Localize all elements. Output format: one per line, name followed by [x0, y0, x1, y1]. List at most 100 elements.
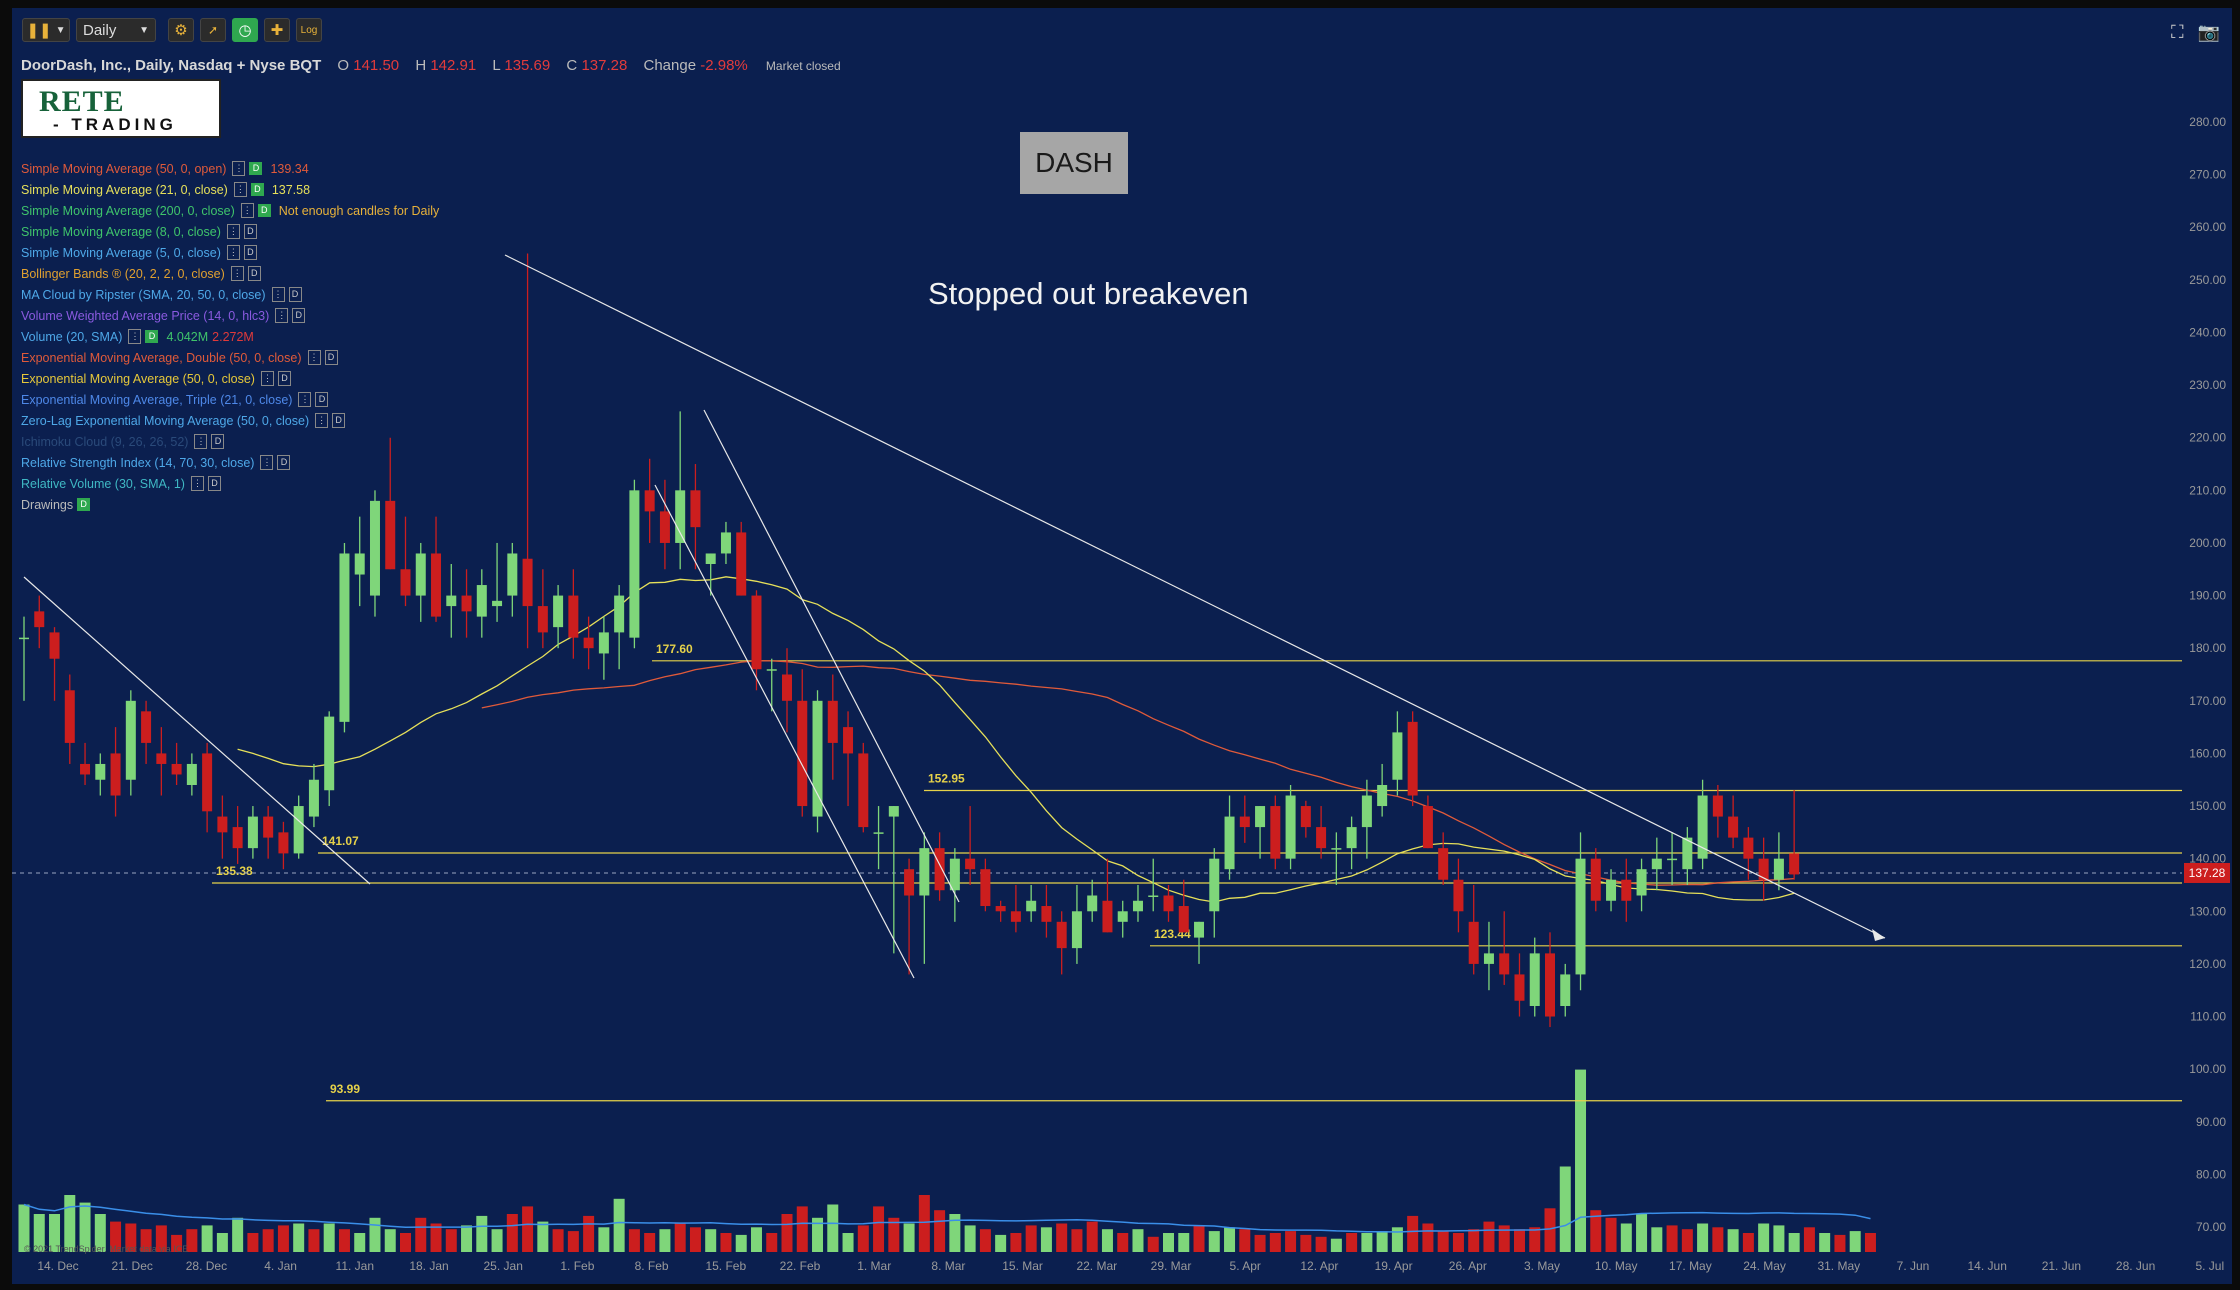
study-daily-badge[interactable]: D: [277, 371, 291, 386]
study-row[interactable]: Bollinger Bands ® (20, 2, 2, 0, close) ⋮ D: [21, 263, 439, 284]
volume-bar: [1407, 1215, 1419, 1252]
study-menu-icon[interactable]: ⋮: [260, 371, 274, 386]
y-tick-label: 160.00: [2189, 746, 2226, 760]
study-daily-badge[interactable]: D: [257, 204, 271, 217]
fullscreen-icon[interactable]: ⛶: [2170, 22, 2184, 42]
candle-body: [812, 700, 823, 817]
x-tick-label: 10. May: [1595, 1259, 1638, 1273]
log-scale-button[interactable]: Log: [296, 18, 322, 42]
volume-bar: [1163, 1233, 1174, 1252]
study-daily-badge[interactable]: D: [288, 287, 302, 302]
candle-body: [843, 727, 854, 754]
study-row[interactable]: Exponential Moving Average (50, 0, close…: [21, 368, 439, 389]
camera-icon[interactable]: 📷: [2197, 22, 2220, 42]
study-daily-badge[interactable]: D: [207, 476, 221, 491]
study-menu-icon[interactable]: ⋮: [226, 245, 240, 260]
study-row[interactable]: Simple Moving Average (50, 0, open) ⋮ D 139…: [21, 158, 439, 179]
study-menu-icon[interactable]: ⋮: [230, 266, 244, 281]
study-row[interactable]: Relative Volume (30, SMA, 1) ⋮ D: [21, 473, 439, 494]
study-daily-badge[interactable]: D: [250, 183, 264, 196]
study-value: 137.58: [271, 182, 311, 197]
study-row[interactable]: Zero-Lag Exponential Moving Average (50,…: [21, 410, 439, 431]
candle-body: [1545, 953, 1555, 1017]
study-row[interactable]: Simple Moving Average (21, 0, close) ⋮ D 13…: [21, 179, 439, 200]
study-daily-badge[interactable]: D: [249, 162, 263, 175]
candle-body: [1743, 837, 1754, 859]
candle-body: [797, 700, 808, 807]
study-row[interactable]: MA Cloud by Ripster (SMA, 20, 50, 0, clo…: [21, 284, 439, 305]
candle-body: [1651, 858, 1662, 870]
study-daily-badge[interactable]: D: [145, 330, 159, 343]
timeframe-select[interactable]: Daily ▼: [76, 18, 156, 42]
study-daily-badge[interactable]: D: [277, 455, 291, 470]
volume-bar: [1788, 1233, 1800, 1252]
study-row[interactable]: Exponential Moving Average, Double (50, …: [21, 347, 439, 368]
study-row[interactable]: Simple Moving Average (8, 0, close) ⋮ D: [21, 221, 439, 242]
study-row[interactable]: Ichimoku Cloud (9, 26, 26, 52) ⋮ D: [21, 431, 439, 452]
study-menu-icon[interactable]: ⋮: [194, 434, 208, 449]
volume-bar: [338, 1229, 350, 1252]
chart-header: DoorDash, Inc., Daily, Nasdaq + Nyse BQT…: [21, 57, 841, 74]
clock-button[interactable]: ◷: [232, 18, 258, 42]
study-name: Simple Moving Average (50, 0, open): [21, 161, 227, 176]
study-daily-badge[interactable]: D: [243, 245, 257, 260]
study-menu-icon[interactable]: ⋮: [128, 329, 142, 344]
volume-bar: [1483, 1221, 1495, 1252]
study-daily-badge[interactable]: D: [324, 350, 338, 365]
study-menu-icon[interactable]: ⋮: [271, 287, 285, 302]
study-row[interactable]: Relative Strength Index (14, 70, 30, clo…: [21, 452, 439, 473]
chart-plot-area[interactable]: 280.00 270.00 260.00 250.00 240.00 230.00 220.…: [12, 8, 2232, 1284]
candle-body: [934, 848, 945, 891]
study-row[interactable]: Volume Weighted Average Price (14, 0, hl…: [21, 305, 439, 326]
volume-bar: [1636, 1214, 1648, 1252]
volume-bar: [1208, 1231, 1220, 1252]
study-row[interactable]: Exponential Moving Average, Triple (21, …: [21, 389, 439, 410]
drawing-tool-button[interactable]: ➚: [200, 18, 226, 42]
study-row[interactable]: Volume (20, SMA) ⋮ D 4.042M 2.272M: [21, 326, 439, 347]
study-daily-badge[interactable]: D: [247, 266, 261, 281]
candle-body: [568, 595, 579, 638]
candle-body: [659, 511, 670, 543]
volume-bar: [1834, 1234, 1846, 1252]
study-menu-icon[interactable]: ⋮: [190, 476, 204, 491]
volume-bar: [1056, 1223, 1068, 1252]
study-menu-icon[interactable]: ⋮: [275, 308, 289, 323]
settings-button[interactable]: ⚙: [168, 18, 194, 42]
volume-bar: [888, 1217, 900, 1252]
study-menu-icon[interactable]: ⋮: [315, 413, 329, 428]
study-row[interactable]: Drawings D: [21, 494, 439, 515]
x-tick-label: 24. May: [1743, 1259, 1786, 1273]
study-row[interactable]: Simple Moving Average (200, 0, close) ⋮ D N…: [21, 200, 439, 221]
study-daily-badge[interactable]: D: [292, 308, 306, 323]
volume-bar: [247, 1233, 259, 1252]
crosshair-button[interactable]: ✚: [264, 18, 290, 42]
study-name: Relative Volume (30, SMA, 1): [21, 476, 185, 491]
study-menu-icon[interactable]: ⋮: [307, 350, 321, 365]
study-daily-badge[interactable]: D: [315, 392, 329, 407]
study-daily-badge[interactable]: D: [77, 498, 91, 511]
study-menu-icon[interactable]: ⋮: [233, 182, 247, 197]
price-chart[interactable]: 280.00 270.00 260.00 250.00 240.00 230.00 220.…: [12, 8, 2232, 1284]
chart-style-button[interactable]: ❚❚ ▼: [22, 18, 70, 42]
y-tick-label: 180.00: [2189, 641, 2226, 655]
x-tick-label: 14. Jun: [1968, 1259, 2007, 1273]
study-daily-badge[interactable]: D: [243, 224, 257, 239]
study-daily-badge[interactable]: D: [332, 413, 346, 428]
window-controls: ⛶ 📷: [2171, 22, 2220, 43]
volume-bar: [1727, 1229, 1739, 1252]
x-tick-label: 28. Dec: [186, 1259, 227, 1273]
study-menu-icon[interactable]: ⋮: [232, 161, 246, 176]
candle-body: [308, 779, 319, 817]
candle-body: [1728, 816, 1739, 838]
study-menu-icon[interactable]: ⋮: [240, 203, 254, 218]
volume-bar: [1849, 1231, 1861, 1252]
study-daily-badge[interactable]: D: [211, 434, 225, 449]
study-menu-icon[interactable]: ⋮: [226, 224, 240, 239]
volume-bar: [1346, 1233, 1358, 1252]
study-menu-icon[interactable]: ⋮: [260, 455, 274, 470]
study-row[interactable]: Simple Moving Average (5, 0, close) ⋮ D: [21, 242, 439, 263]
volume-bar: [140, 1229, 152, 1252]
study-menu-icon[interactable]: ⋮: [298, 392, 312, 407]
candle-body: [1010, 911, 1021, 922]
x-tick-label: 28. Jun: [2116, 1259, 2155, 1273]
